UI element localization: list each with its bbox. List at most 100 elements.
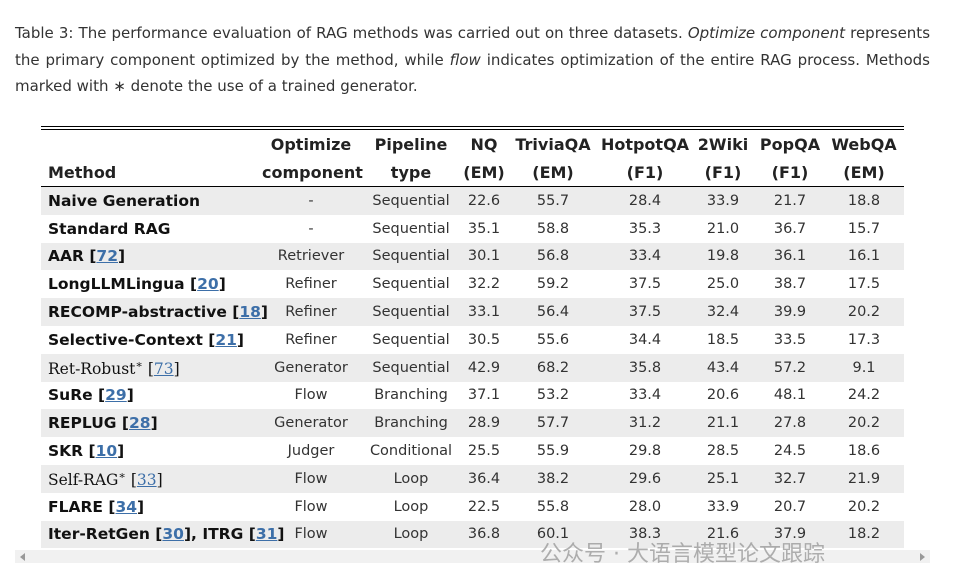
table-cell: 16.1 bbox=[847, 248, 881, 265]
citation[interactable]: 18 bbox=[239, 303, 261, 322]
table-cell: 17.5 bbox=[847, 276, 881, 293]
method-cell: SuRe [29] bbox=[41, 382, 262, 410]
table-head: Optimize Pipeline NQ TriviaQA HotpotQA 2Wiki P… bbox=[41, 128, 904, 187]
citation[interactable]: 73 bbox=[153, 359, 174, 378]
table-cell: Sequential bbox=[372, 276, 450, 293]
table-cell: Loop bbox=[393, 526, 429, 543]
scrollbar[interactable] bbox=[15, 550, 930, 563]
table-cell: 31.2 bbox=[628, 415, 662, 432]
column-header: 2Wiki bbox=[697, 134, 749, 154]
citation[interactable]: 31 bbox=[255, 525, 278, 544]
table-cell: 22.5 bbox=[467, 498, 501, 515]
text: ] bbox=[117, 442, 125, 461]
table-cell: 25.0 bbox=[706, 276, 740, 293]
table-cell: 29.6 bbox=[628, 470, 662, 487]
text: ] bbox=[260, 303, 268, 322]
table-cell: 28.0 bbox=[628, 498, 662, 515]
method-cell: AAR [72] bbox=[41, 243, 262, 271]
citation[interactable]: 34 bbox=[115, 497, 138, 516]
method-cell: REPLUG [28] bbox=[41, 409, 262, 437]
table-cell: 56.4 bbox=[536, 304, 570, 321]
table-cell: 33.4 bbox=[628, 248, 662, 265]
text: ] bbox=[126, 386, 134, 405]
table-row: AAR [72] Retriever Sequential 30.1 56.8 33.4 1… bbox=[41, 242, 904, 271]
table-cell: 28.5 bbox=[706, 443, 740, 460]
table-cell: 20.6 bbox=[706, 387, 740, 404]
table-cell: 21.1 bbox=[706, 415, 740, 432]
method-cell: SKR [10] bbox=[41, 437, 262, 465]
table-cell: 36.8 bbox=[467, 526, 501, 543]
table-cell: Judger bbox=[287, 443, 335, 460]
citation[interactable]: 30 bbox=[162, 525, 184, 544]
table-cell: Retriever bbox=[277, 248, 345, 265]
column-header: PopQA bbox=[759, 134, 821, 154]
text: Standard RAG bbox=[48, 219, 171, 238]
table-cell: 55.9 bbox=[536, 443, 570, 460]
text: SuRe [ bbox=[48, 386, 106, 405]
marker: ∗ bbox=[118, 468, 126, 482]
table-cell: 57.2 bbox=[773, 359, 807, 376]
caption: Table 3: The performance evaluation of R… bbox=[15, 20, 930, 100]
table-cell: Refiner bbox=[285, 276, 337, 293]
method-cell: RECOMP-abstractive [18] bbox=[41, 298, 268, 326]
text: ] bbox=[118, 247, 126, 266]
citation[interactable]: 20 bbox=[197, 275, 219, 294]
table-cell: Sequential bbox=[372, 359, 450, 376]
text: Table 3: The performance evaluation of R… bbox=[15, 24, 688, 42]
table-cell: Sequential bbox=[372, 304, 450, 321]
table-cell: Sequential bbox=[372, 220, 450, 237]
table-cell: Branching bbox=[374, 387, 448, 404]
table-cell: Refiner bbox=[285, 331, 337, 348]
table-cell: Refiner bbox=[285, 304, 337, 321]
table-row: RECOMP-abstractive [18] Refiner Sequential… bbox=[41, 298, 904, 326]
table-cell: 38.2 bbox=[536, 470, 570, 487]
citation[interactable]: 28 bbox=[129, 414, 151, 433]
column-header: (EM) bbox=[506, 158, 600, 187]
emphasis: flow bbox=[449, 50, 481, 69]
table-cell: 21.0 bbox=[706, 220, 740, 237]
table-cell: Sequential bbox=[372, 248, 450, 265]
table-cell: 55.8 bbox=[536, 498, 570, 515]
text: LongLLMLingua [ bbox=[48, 275, 198, 294]
table-cell: 35.3 bbox=[628, 220, 662, 237]
text: [ bbox=[125, 470, 137, 489]
table-cell: 36.1 bbox=[773, 248, 807, 265]
table-cell: 35.8 bbox=[628, 359, 662, 376]
table-cell: 20.7 bbox=[773, 498, 807, 515]
table-cell: 37.9 bbox=[773, 526, 807, 543]
table-cell: 68.2 bbox=[536, 359, 570, 376]
table-cell: 21.7 bbox=[773, 192, 807, 209]
table-cell: Flow bbox=[294, 470, 328, 487]
citation[interactable]: 33 bbox=[136, 470, 157, 489]
column-header: (F1) bbox=[600, 158, 690, 187]
citation[interactable]: 21 bbox=[215, 330, 237, 349]
table-cell: Loop bbox=[393, 470, 429, 487]
column-header: (F1) bbox=[690, 158, 756, 187]
table-cell: 38.3 bbox=[628, 526, 662, 543]
text: ] bbox=[156, 470, 163, 489]
table-cell: 59.2 bbox=[536, 276, 570, 293]
table-cell: 34.4 bbox=[628, 331, 662, 348]
method-cell: Self-RAG∗ [33] bbox=[41, 465, 262, 493]
citation[interactable]: 29 bbox=[105, 386, 127, 405]
table-row: REPLUG [28] Generator Branching 28.9 57.7 31.… bbox=[41, 409, 904, 438]
results-table: Optimize Pipeline NQ TriviaQA HotpotQA 2Wiki P… bbox=[41, 126, 904, 549]
table-row: Self-RAG∗ [33] Flow Loop 36.4 38.2 29.6 25.1 32… bbox=[41, 464, 904, 493]
method-cell: LongLLMLingua [20] bbox=[41, 270, 262, 298]
text: SKR [ bbox=[48, 442, 96, 461]
table-cell: 17.3 bbox=[847, 331, 881, 348]
table-cell: 21.6 bbox=[706, 526, 740, 543]
table-cell: 9.1 bbox=[852, 359, 876, 376]
table-cell: Conditional bbox=[369, 443, 453, 460]
table-cell: 38.7 bbox=[773, 276, 807, 293]
table-row: SuRe [29] Flow Branching 37.1 53.2 33.4 20.6 48… bbox=[41, 382, 904, 410]
citation[interactable]: 72 bbox=[96, 247, 118, 266]
method-cell: Selective-Context [21] bbox=[41, 326, 262, 354]
table-cell: 27.8 bbox=[773, 415, 807, 432]
text: ] bbox=[150, 414, 158, 433]
table-row: Naive Generation - Sequential 22.6 55.7 28.4 3… bbox=[41, 186, 904, 215]
citation[interactable]: 10 bbox=[95, 442, 118, 461]
column-header: WebQA bbox=[831, 134, 897, 154]
table-cell: Branching bbox=[374, 415, 448, 432]
